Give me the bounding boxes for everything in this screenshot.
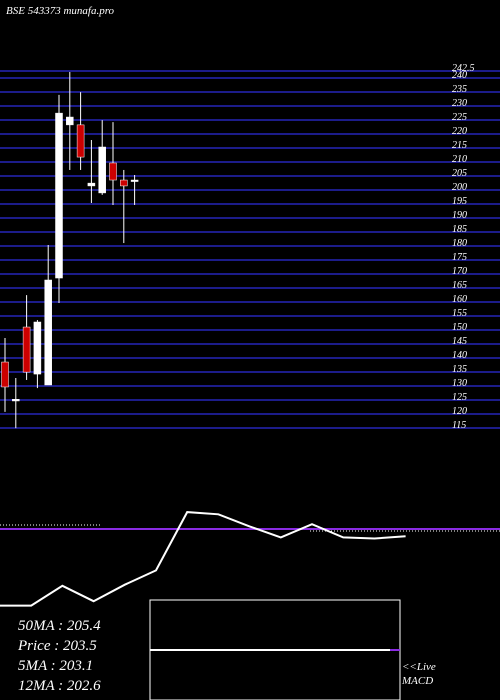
y-tick-label: 200 <box>452 182 467 193</box>
y-tick-label: 205 <box>452 168 467 179</box>
macd-line <box>0 511 406 607</box>
candle-body <box>33 321 42 375</box>
y-tick-label: 115 <box>452 420 466 431</box>
y-tick-label: 170 <box>452 266 467 277</box>
y-tick-label: 160 <box>452 294 467 305</box>
y-tick-label: 210 <box>452 154 467 165</box>
y-tick-label: 150 <box>452 322 467 333</box>
candle-body <box>76 124 85 158</box>
ma-label: 5MA : 203.1 <box>18 658 93 674</box>
candle-body <box>98 146 106 194</box>
y-tick-label: 165 <box>452 280 467 291</box>
macd-label: MACD <box>401 675 433 687</box>
y-tick-label: 180 <box>452 238 467 249</box>
y-tick-label: 140 <box>452 350 467 361</box>
y-tick-label: 145 <box>452 336 467 347</box>
y-tick-label: 225 <box>452 112 467 123</box>
candle-body <box>12 399 20 402</box>
ma-label: 12MA : 202.6 <box>18 678 101 694</box>
y-tick-label: 130 <box>452 378 467 389</box>
candle-body <box>44 279 52 386</box>
candle-body <box>120 179 128 187</box>
y-tick-label: 220 <box>452 126 467 137</box>
candle-body <box>109 162 117 181</box>
y-tick-label: 240 <box>452 70 467 81</box>
candle-body <box>55 112 63 279</box>
y-tick-label: 125 <box>452 392 467 403</box>
y-tick-label: 155 <box>452 308 467 319</box>
candle-body <box>22 326 31 373</box>
y-tick-label: 235 <box>452 84 467 95</box>
chart-title: BSE 543373 munafa.pro <box>6 5 115 17</box>
live-label: <<Live <box>402 661 436 673</box>
candle-body <box>1 361 9 388</box>
y-tick-label: 185 <box>452 224 467 235</box>
y-tick-label: 120 <box>452 406 467 417</box>
candle-body <box>66 116 74 126</box>
candle-body <box>87 182 96 187</box>
y-tick-label: 215 <box>452 140 467 151</box>
y-tick-label: 242.5 <box>452 63 475 74</box>
y-tick-label: 135 <box>452 364 467 375</box>
y-tick-label: 195 <box>452 196 467 207</box>
y-tick-label: 190 <box>452 210 467 221</box>
y-tick-label: 230 <box>452 98 467 109</box>
y-tick-label: 175 <box>452 252 467 263</box>
price-label: Price : 203.5 <box>17 638 97 654</box>
ma-label: 50MA : 205.4 <box>18 618 101 634</box>
candle-body <box>130 179 139 182</box>
